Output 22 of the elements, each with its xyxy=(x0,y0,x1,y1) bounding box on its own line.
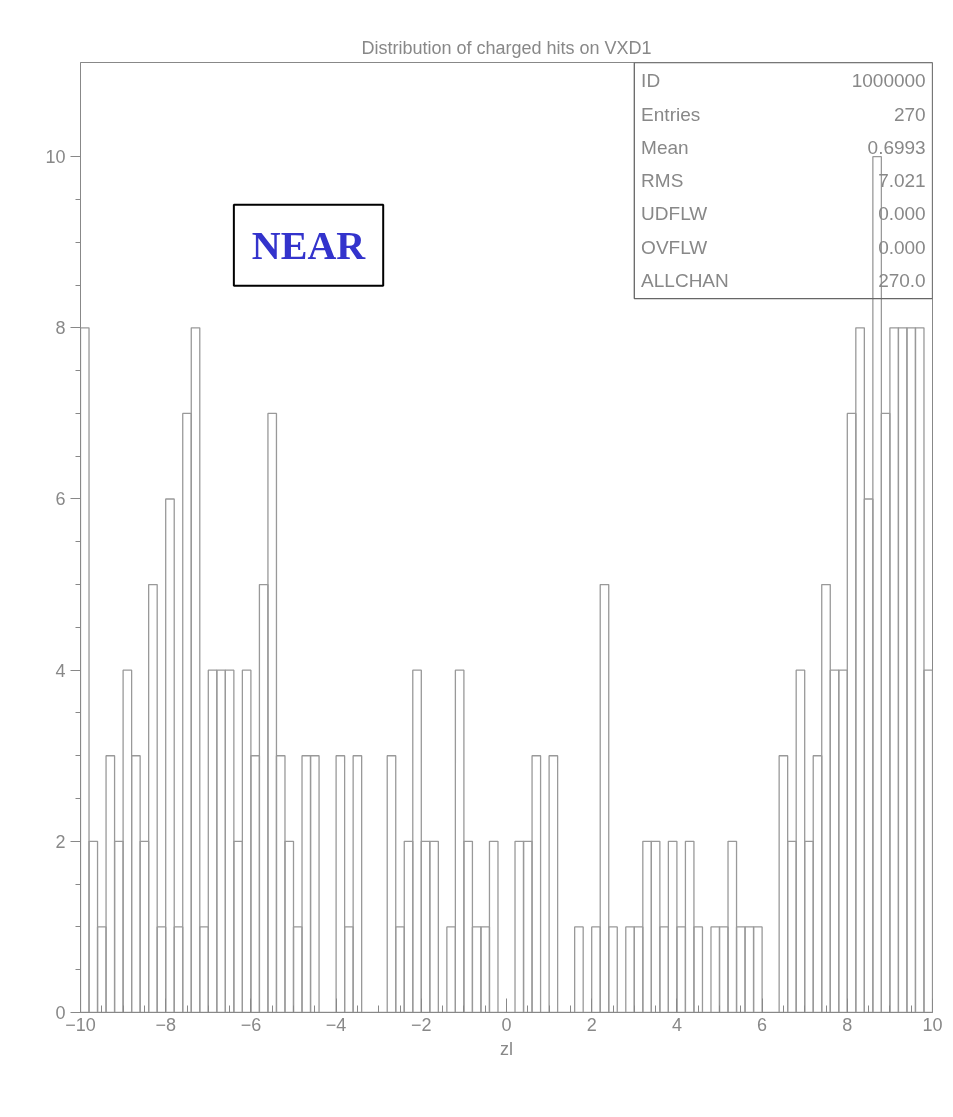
x-axis-title: zl xyxy=(500,1038,513,1059)
y-tick-label: 8 xyxy=(55,318,66,339)
text: ID 1000000 xyxy=(641,70,926,92)
x-tick-label: −2 xyxy=(411,1014,432,1035)
x-tick-label: 0 xyxy=(501,1014,512,1035)
chart-title: Distribution of charged hits on VXD1 xyxy=(361,37,652,58)
x-tick-label: −10 xyxy=(65,1014,96,1035)
x-tick-label: 4 xyxy=(671,1014,682,1035)
x-tick-label: 2 xyxy=(586,1014,597,1035)
annotation: NEAR xyxy=(251,222,367,268)
text: Entries 270 xyxy=(641,103,926,125)
y-tick-label: 6 xyxy=(55,489,66,510)
x-tick-label: −4 xyxy=(325,1014,347,1035)
x-tick-label: 8 xyxy=(842,1014,853,1035)
x-tick-label: 6 xyxy=(757,1014,768,1035)
y-tick-label: 10 xyxy=(45,147,66,168)
y-tick-label: 2 xyxy=(55,831,66,852)
x-tick-label: 10 xyxy=(922,1014,943,1035)
x-tick-label: −6 xyxy=(240,1014,262,1035)
x-tick-label: −8 xyxy=(155,1014,176,1035)
y-tick-label: 4 xyxy=(55,660,66,681)
text: Mean 0.6993 xyxy=(641,136,926,158)
